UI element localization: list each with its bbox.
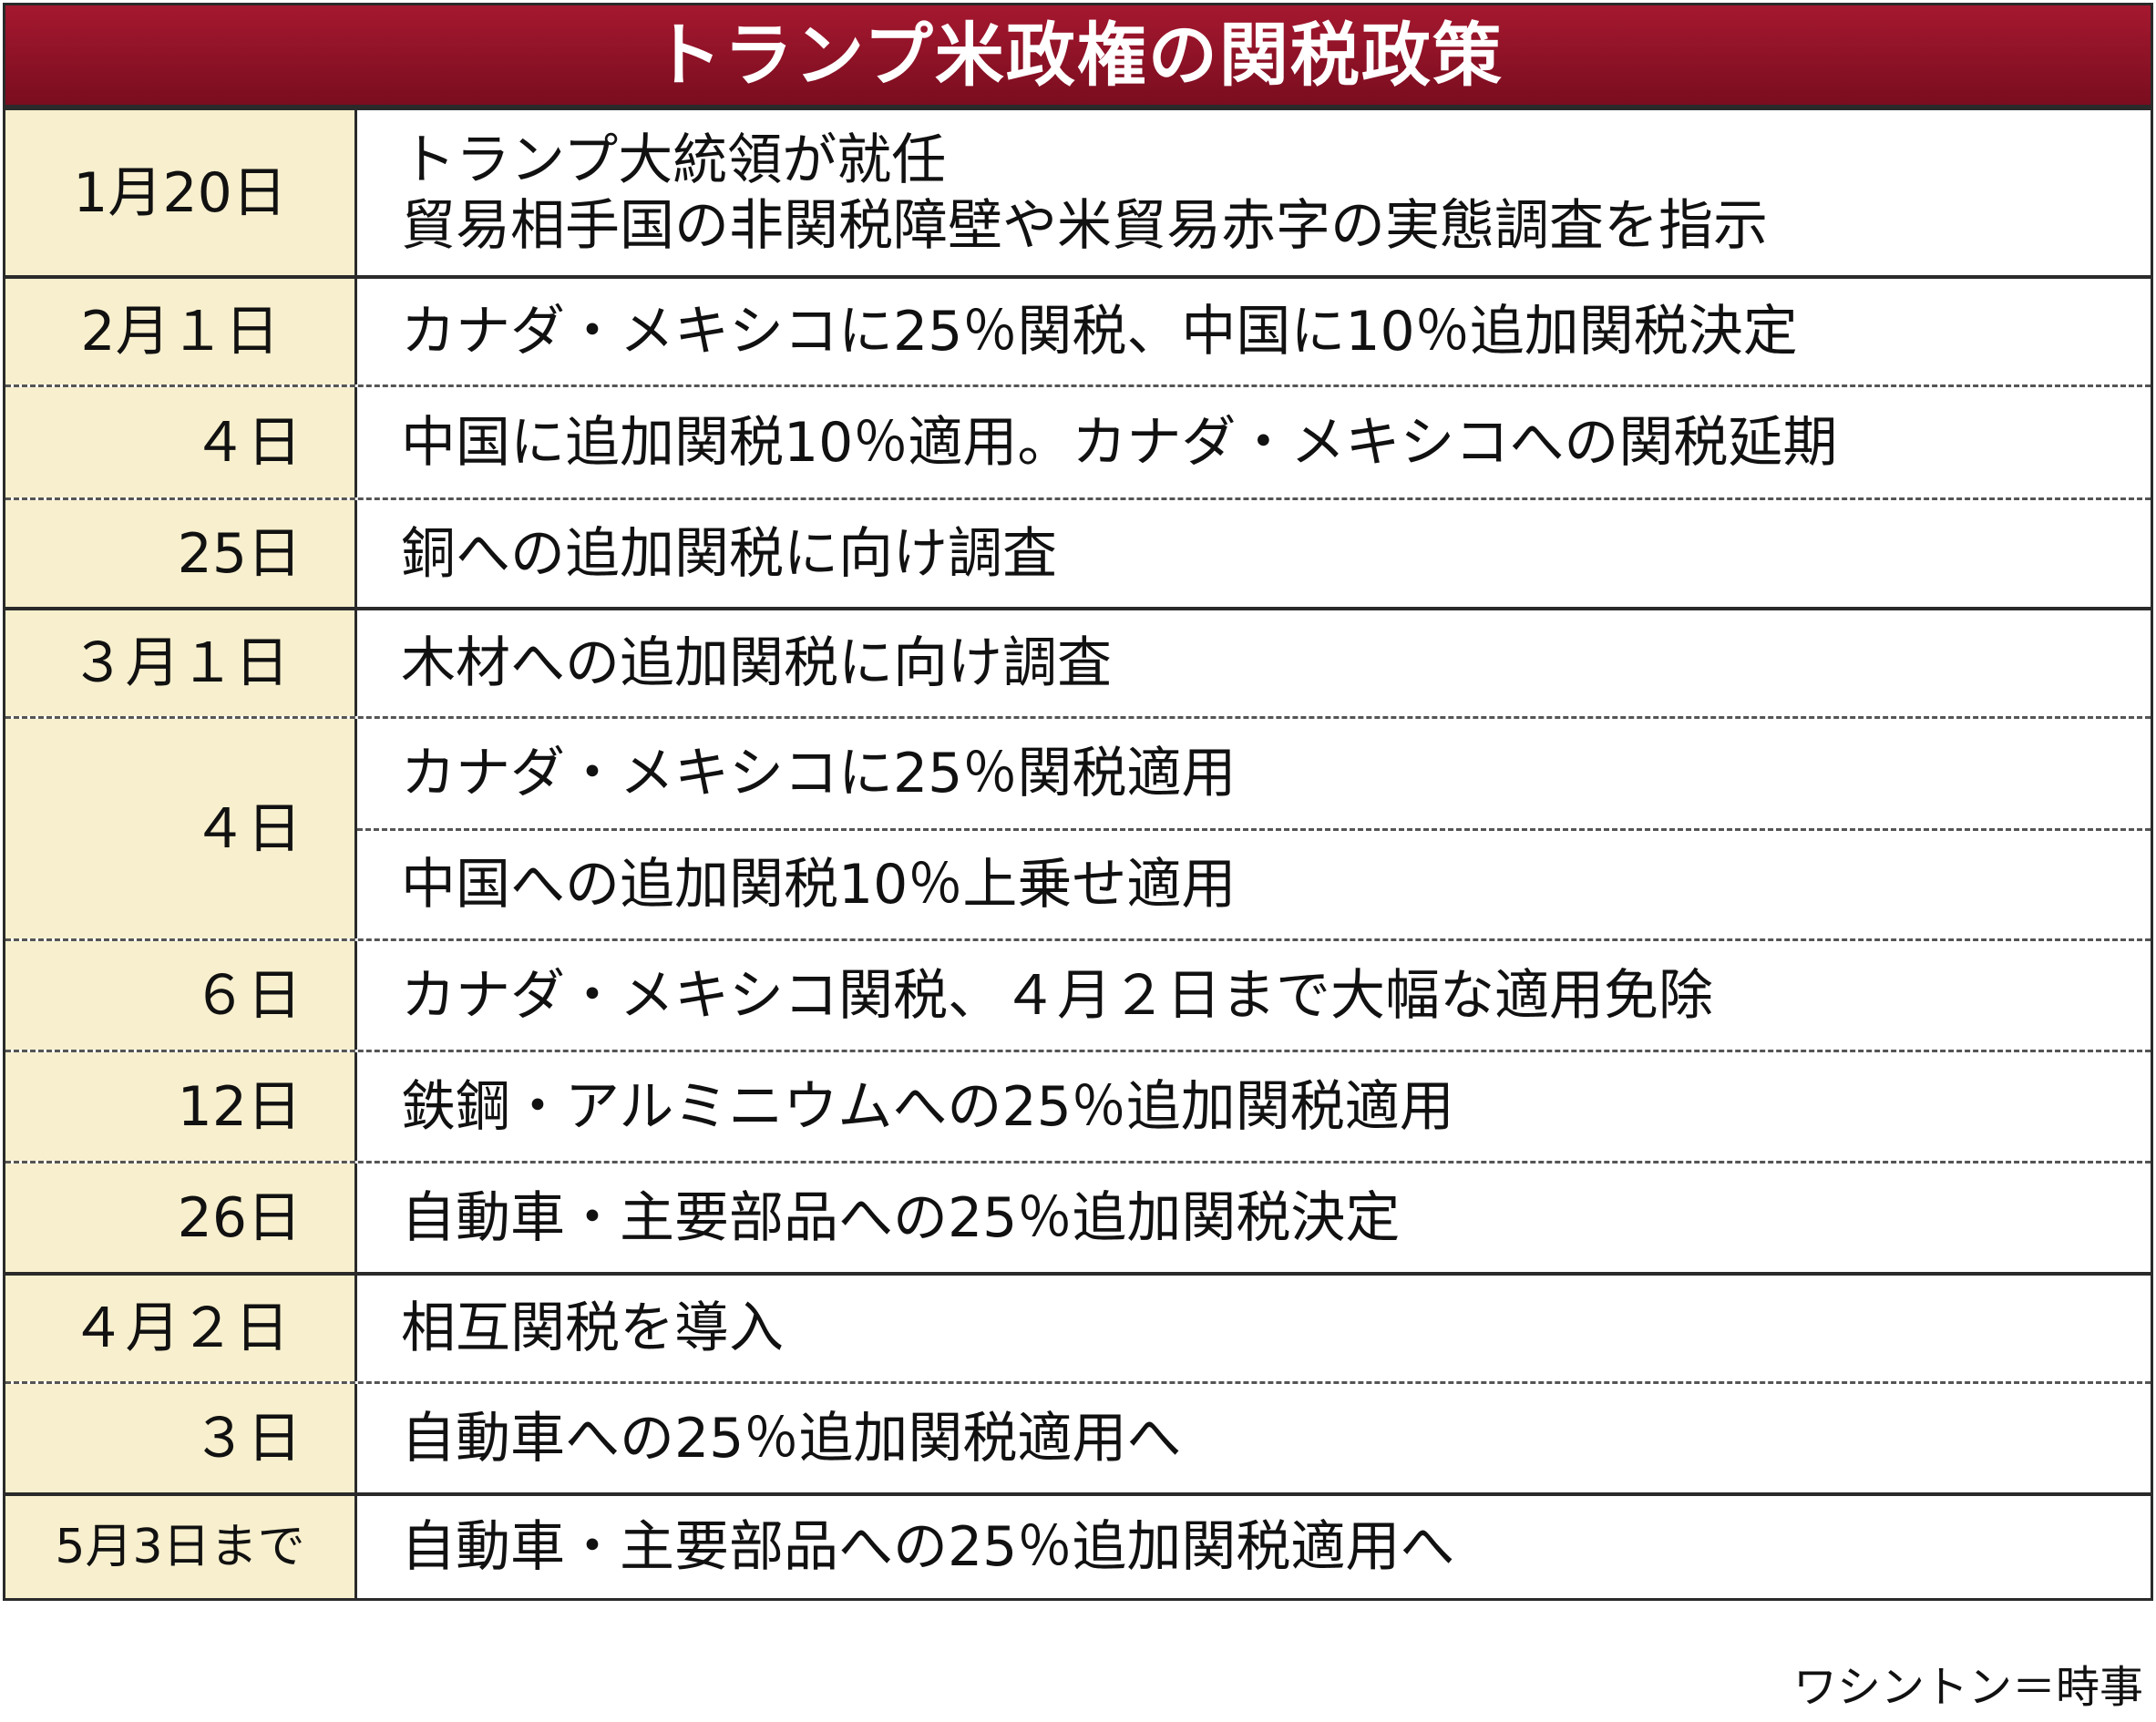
event-text: トランプ大統領が就任 (401, 128, 947, 192)
table-row: 1月20日 トランプ大統領が就任 貿易相手国の非関税障壁や米貿易赤字の実態調査を… (5, 108, 2151, 275)
event-text: 自動車・主要部品への25％追加関税決定 (401, 1185, 1401, 1250)
event-cell: 自動車・主要部品への25％追加関税決定 (357, 1163, 2151, 1272)
date-cell: ４日 (5, 387, 357, 497)
date-cell: ３日 (5, 1384, 357, 1492)
source-credit: ワシントン＝時事 (1792, 1662, 2143, 1713)
date-cell: ６日 (5, 941, 357, 1050)
title-banner: トランプ米政権の関税政策 (3, 3, 2153, 105)
table-row: ６日 カナダ・メキシコ関税、４月２日まで大幅な適用免除 (5, 938, 2151, 1050)
event-text: 銅への追加関税に向け調査 (401, 521, 1057, 586)
event-text: 中国への追加関税10％上乗せ適用 (357, 828, 2151, 938)
date-cell: 2月１日 (5, 279, 357, 384)
table-row: 25日 銅への追加関税に向け調査 (5, 497, 2151, 607)
table-row: 2月１日 カナダ・メキシコに25％関税、中国に10％追加関税決定 (5, 275, 2151, 384)
event-cell: カナダ・メキシコに25％関税、中国に10％追加関税決定 (357, 279, 2151, 384)
event-cell: 銅への追加関税に向け調査 (357, 500, 2151, 607)
table-row: ３日 自動車への25％追加関税適用へ (5, 1381, 2151, 1492)
event-text: 鉄鋼・アルミニウムへの25％追加関税適用 (401, 1074, 1454, 1139)
date-cell: ４月２日 (5, 1276, 357, 1381)
event-text: カナダ・メキシコ関税、４月２日まで大幅な適用免除 (401, 963, 1713, 1028)
event-cell: 相互関税を導入 (357, 1276, 2151, 1381)
event-cell: カナダ・メキシコに25％関税適用 中国への追加関税10％上乗せ適用 (357, 719, 2151, 938)
date-cell: ４日 (5, 719, 357, 938)
event-cell: 自動車・主要部品への25％追加関税適用へ (357, 1496, 2151, 1598)
event-text: カナダ・メキシコに25％関税、中国に10％追加関税決定 (401, 300, 1798, 364)
event-cell: 自動車への25％追加関税適用へ (357, 1384, 2151, 1492)
event-cell: カナダ・メキシコ関税、４月２日まで大幅な適用免除 (357, 941, 2151, 1050)
event-text: 自動車・主要部品への25％追加関税適用へ (401, 1515, 1455, 1579)
tariff-timeline-graphic: トランプ米政権の関税政策 1月20日 トランプ大統領が就任 貿易相手国の非関税障… (3, 3, 2153, 1601)
date-cell: 5月3日まで (5, 1496, 357, 1598)
date-cell: 25日 (5, 500, 357, 607)
date-cell: 12日 (5, 1052, 357, 1161)
table-row: ４日 カナダ・メキシコに25％関税適用 中国への追加関税10％上乗せ適用 (5, 716, 2151, 938)
event-cell: トランプ大統領が就任 貿易相手国の非関税障壁や米貿易赤字の実態調査を指示 (357, 110, 2151, 275)
event-text: 木材への追加関税に向け調査 (401, 631, 1112, 695)
event-text: 貿易相手国の非関税障壁や米貿易赤字の実態調査を指示 (401, 193, 1768, 258)
event-cell: 木材への追加関税に向け調査 (357, 610, 2151, 716)
timeline-table: 1月20日 トランプ大統領が就任 貿易相手国の非関税障壁や米貿易赤字の実態調査を… (3, 105, 2153, 1601)
date-cell: 26日 (5, 1163, 357, 1272)
event-text: 中国に追加関税10％適用。カナダ・メキシコへの関税延期 (401, 410, 1838, 475)
table-row: 12日 鉄鋼・アルミニウムへの25％追加関税適用 (5, 1050, 2151, 1161)
event-text: カナダ・メキシコに25％関税適用 (401, 742, 1237, 806)
table-row: ３月１日 木材への追加関税に向け調査 (5, 607, 2151, 716)
page-title: トランプ米政権の関税政策 (652, 14, 1504, 96)
table-row: ４月２日 相互関税を導入 (5, 1272, 2151, 1381)
event-cell: 中国に追加関税10％適用。カナダ・メキシコへの関税延期 (357, 387, 2151, 497)
table-row: 26日 自動車・主要部品への25％追加関税決定 (5, 1161, 2151, 1272)
event-cell: 鉄鋼・アルミニウムへの25％追加関税適用 (357, 1052, 2151, 1161)
table-row: ４日 中国に追加関税10％適用。カナダ・メキシコへの関税延期 (5, 384, 2151, 497)
date-cell: 1月20日 (5, 110, 357, 275)
date-cell: ３月１日 (5, 610, 357, 716)
event-text: 自動車への25％追加関税適用へ (401, 1406, 1182, 1471)
event-text: 相互関税を導入 (401, 1297, 784, 1360)
table-row: 5月3日まで 自動車・主要部品への25％追加関税適用へ (5, 1492, 2151, 1598)
